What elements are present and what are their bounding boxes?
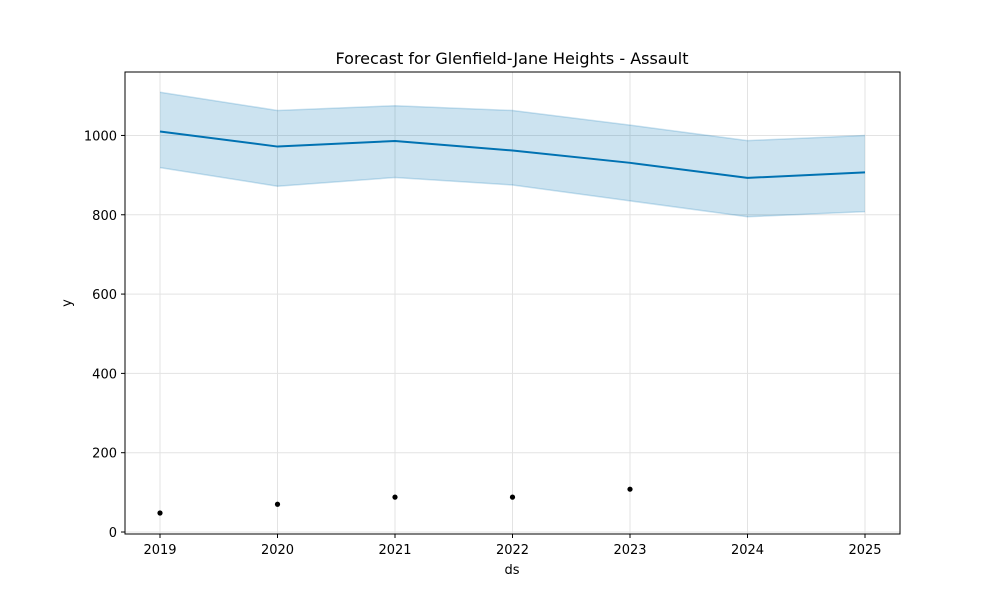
observed-point [509,494,516,500]
y-tick-label: 800 [92,209,117,224]
observed-points-layer [157,486,633,516]
y-tick-label: 1000 [84,129,117,144]
chart-title: Forecast for Glenfield-Jane Heights - As… [336,49,689,68]
y-tick-label: 400 [92,367,117,382]
observed-point [627,486,633,492]
x-axis-label: ds [504,563,519,578]
grid-layer [125,72,900,534]
observed-point [157,510,163,516]
x-tick-label: 2019 [143,543,176,558]
y-axis-label: y [60,299,75,307]
y-tick-label: 0 [109,526,117,541]
x-tick-label: 2024 [731,543,764,558]
x-tick-label: 2022 [496,543,529,558]
uncertainty-upper-edge [159,91,866,142]
x-tick-label: 2023 [613,543,646,558]
x-tick-label: 2020 [261,543,294,558]
observed-point [392,494,398,500]
uncertainty-band [160,92,865,217]
x-tick-label: 2025 [848,543,881,558]
observed-point [274,501,281,507]
x-axis: 2019 2020 2021 2022 2023 2024 2025 [143,534,882,558]
x-tick-label: 2021 [378,543,411,558]
y-axis: 0 200 400 600 800 1000 [84,129,125,541]
y-tick-label: 600 [92,288,117,303]
uncertainty-lower-edge [159,166,866,218]
uncertainty-band-layer [159,91,866,218]
y-tick-label: 200 [92,447,117,462]
forecast-line [159,130,866,179]
forecast-line-layer [159,130,866,179]
